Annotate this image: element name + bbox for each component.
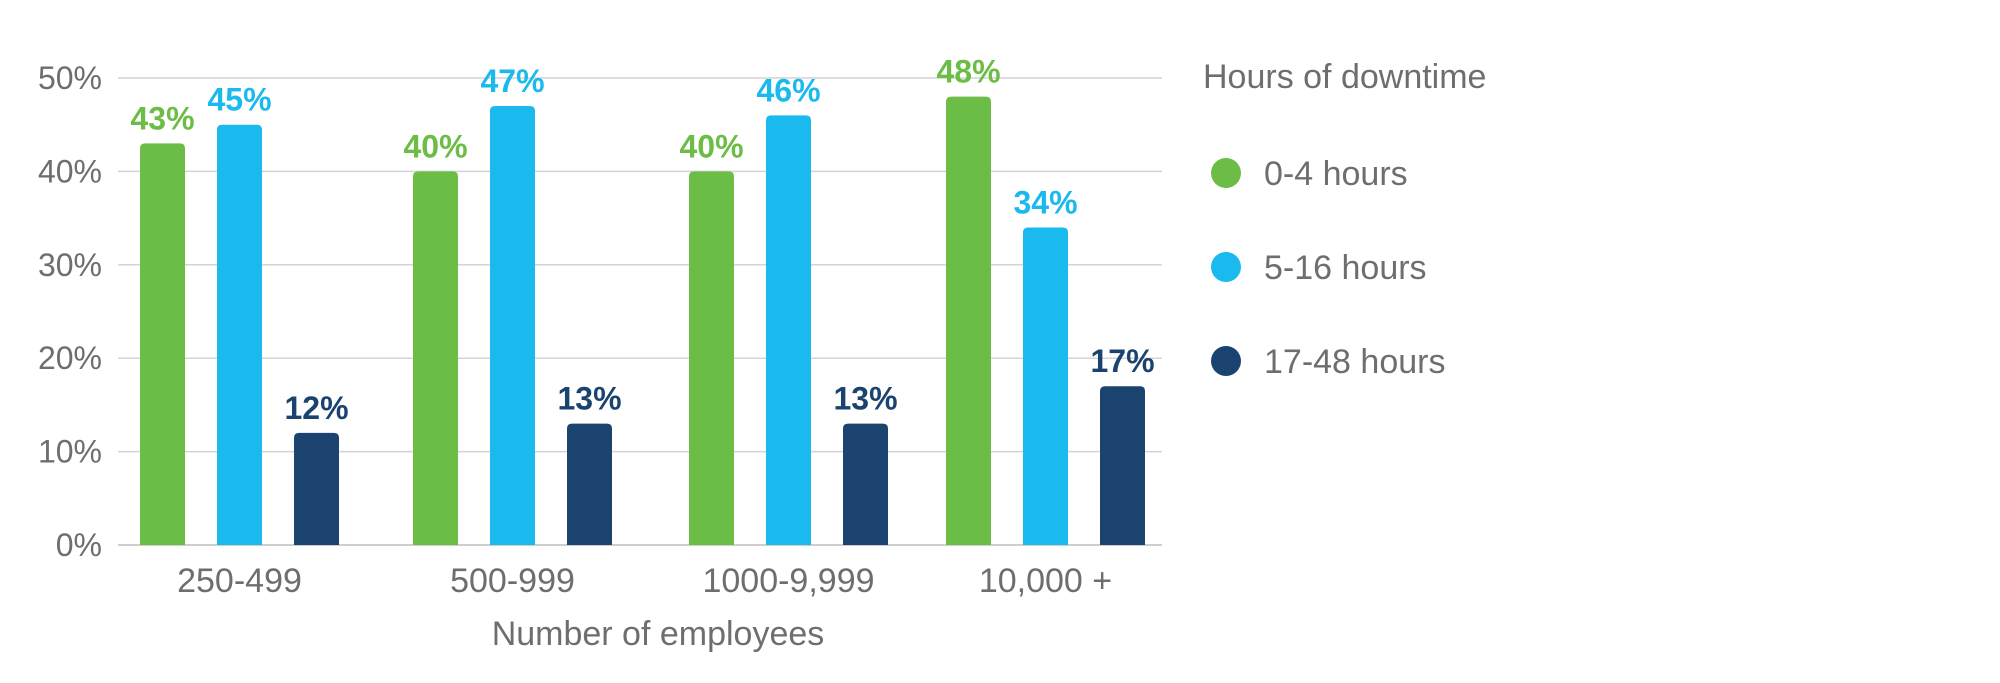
x-category-label: 500-999 [450, 562, 575, 600]
bar-17-48-hours [567, 423, 612, 545]
gridlines [118, 77, 1162, 546]
bar-17-48-hours [294, 432, 339, 545]
data-label: 48% [936, 54, 1000, 90]
y-axis-ticks: 0% 10% 20% 30% 40% 50% [38, 60, 102, 563]
bar-5-16-hours [217, 124, 262, 545]
data-label: 17% [1090, 343, 1154, 379]
bar-0-4-hours [140, 143, 185, 545]
y-tick-label: 10% [38, 434, 102, 470]
bar-5-16-hours [1023, 227, 1068, 545]
legend-marker [1211, 252, 1241, 282]
bar-0-4-hours [413, 171, 458, 545]
legend-label: 17-48 hours [1264, 343, 1445, 381]
legend-marker [1211, 158, 1241, 188]
data-label: 40% [679, 128, 743, 164]
data-label: 47% [480, 63, 544, 99]
legend-label: 0-4 hours [1264, 155, 1408, 193]
bars [140, 96, 1145, 546]
bar-17-48-hours [1100, 386, 1145, 545]
y-tick-label: 40% [38, 153, 102, 189]
bar-5-16-hours [490, 106, 535, 546]
data-label: 12% [284, 390, 348, 426]
data-label: 43% [130, 100, 194, 136]
legend-label: 5-16 hours [1264, 249, 1427, 287]
y-tick-label: 0% [56, 527, 102, 563]
x-category-label: 1000-9,999 [702, 562, 874, 600]
x-axis-title: Number of employees [492, 615, 825, 653]
data-label: 34% [1013, 184, 1077, 220]
legend-marker [1211, 346, 1241, 376]
data-label: 13% [557, 381, 621, 417]
x-category-label: 250-499 [177, 562, 302, 600]
bar-5-16-hours [766, 115, 811, 546]
y-tick-label: 50% [38, 60, 102, 96]
bar-17-48-hours [843, 423, 888, 545]
legend-title: Hours of downtime [1203, 58, 1486, 96]
bar-0-4-hours [689, 171, 734, 545]
legend: Hours of downtime 0-4 hours 5-16 hours 17-… [1203, 58, 1486, 381]
bar-0-4-hours [946, 96, 991, 546]
data-label: 45% [207, 82, 271, 118]
x-axis-categories: 250-499 500-999 1000-9,999 10,000 + [177, 562, 1112, 600]
data-label: 40% [403, 128, 467, 164]
data-label: 13% [833, 381, 897, 417]
y-tick-label: 20% [38, 340, 102, 376]
x-category-label: 10,000 + [979, 562, 1112, 600]
value-labels: 43% 45% 12% 40% 47% 13% 40% 46% 13% 48% 34% 17% [130, 54, 1154, 426]
y-tick-label: 30% [38, 247, 102, 283]
data-label: 46% [756, 72, 820, 108]
